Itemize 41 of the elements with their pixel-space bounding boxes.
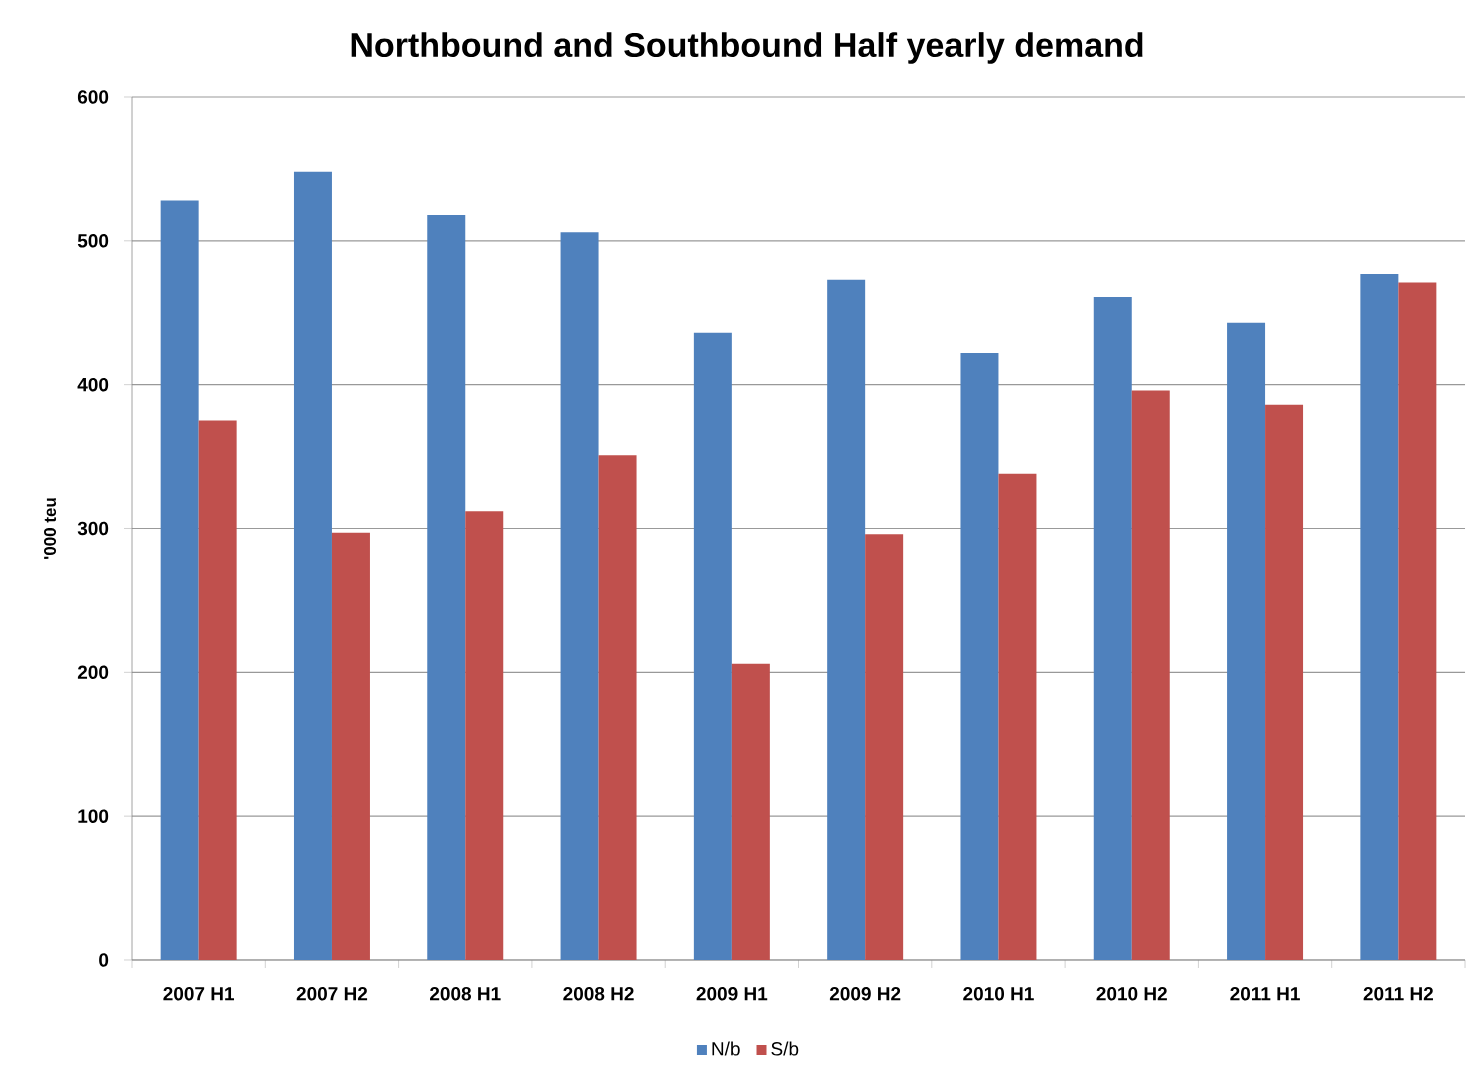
bar [427, 214, 466, 960]
x-tick-label: 2007 H1 [163, 987, 235, 1001]
bar [293, 171, 332, 960]
x-tick-label: 2008 H1 [430, 987, 501, 1001]
x-tick-label: 2011 H2 [1363, 987, 1433, 1001]
bar [693, 332, 732, 960]
bar [560, 232, 599, 960]
y-tick-label: 400 [77, 377, 109, 392]
bar [1360, 273, 1399, 960]
bar [960, 353, 999, 960]
bar [1227, 322, 1266, 960]
x-tick-label: 2010 H2 [1096, 987, 1167, 1001]
x-tick-label: 2007 H2 [296, 987, 368, 1001]
x-tick-label: 2008 H2 [563, 987, 634, 1001]
y-tick-label: 300 [77, 521, 109, 536]
bar [598, 455, 637, 960]
y-tick-label: 600 [77, 90, 109, 104]
x-tick-label: 2009 H1 [696, 987, 768, 1001]
y-tick-label: 100 [78, 809, 109, 823]
y-tick-label: 500 [77, 234, 109, 248]
bar [331, 532, 370, 960]
bar [1265, 404, 1304, 960]
bar [160, 200, 199, 960]
bar [865, 534, 904, 960]
bar [827, 279, 866, 960]
y-tick-label: 200 [77, 665, 109, 680]
bar [1131, 390, 1170, 960]
legend-label: N/b [712, 1041, 740, 1056]
bar [198, 420, 237, 960]
bar [998, 473, 1037, 960]
x-tick-label: 2009 H2 [829, 987, 901, 1001]
bar [1398, 282, 1437, 960]
bar [731, 663, 770, 960]
chart-title: Northbound and Southbound Half yearly demand [351, 32, 1143, 64]
y-axis-title: '000 teu [44, 498, 57, 559]
bar [465, 511, 504, 960]
y-tick-label: 0 [99, 953, 109, 967]
x-tick-label: 2011 H1 [1230, 987, 1300, 1001]
bar [1093, 296, 1132, 960]
x-tick-label: 2010 H1 [963, 987, 1034, 1001]
legend-label: S/b [771, 1041, 799, 1056]
